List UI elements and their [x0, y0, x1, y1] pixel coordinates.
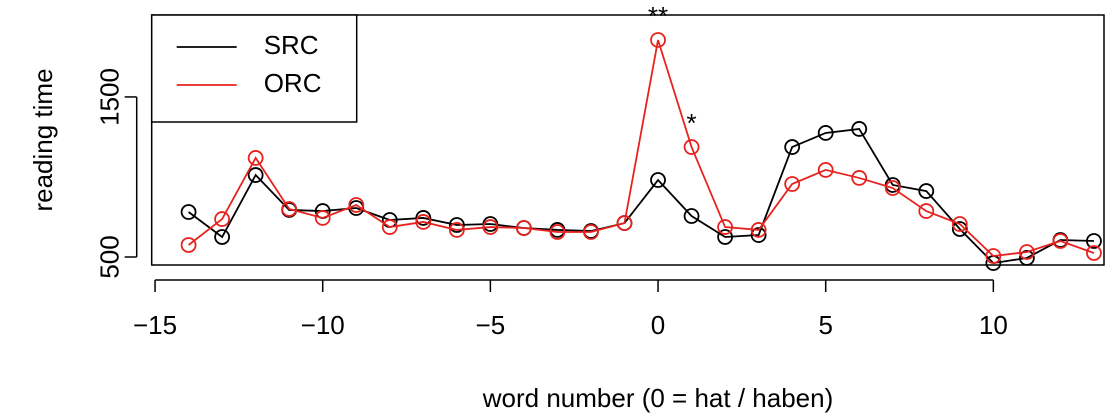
x-tick-label: 0 — [651, 310, 665, 340]
data-point — [1052, 233, 1069, 249]
legend-box — [150, 14, 358, 123]
data-point — [918, 183, 935, 199]
data-point — [314, 210, 331, 226]
annotation: ** — [648, 1, 668, 31]
data-point — [650, 172, 666, 188]
data-point — [750, 227, 767, 243]
data-point — [985, 248, 1002, 264]
data-point — [516, 220, 532, 236]
data-point — [448, 217, 465, 233]
y-axis-label: reading time — [28, 68, 58, 211]
data-point — [381, 219, 398, 235]
data-point — [180, 204, 197, 220]
y-tick-label: 500 — [95, 235, 125, 278]
data-point — [750, 222, 767, 238]
data-point — [549, 224, 566, 240]
data-point — [851, 170, 868, 186]
data-point — [1018, 244, 1035, 260]
data-point — [247, 150, 264, 166]
legend-label: SRC — [264, 30, 319, 60]
series-line — [188, 127, 1094, 265]
data-point — [683, 208, 700, 224]
x-axis-label: word number (0 = hat / haben) — [482, 383, 833, 413]
data-point — [717, 229, 733, 245]
x-tick-label: −15 — [133, 310, 177, 340]
data-point — [650, 32, 666, 48]
data-point — [951, 221, 968, 237]
data-point — [884, 180, 901, 196]
data-point — [784, 176, 801, 192]
series-line — [188, 39, 1095, 257]
data-point — [415, 214, 432, 230]
data-point — [784, 139, 801, 155]
data-point — [851, 121, 868, 137]
data-point — [817, 125, 834, 141]
data-point — [1086, 245, 1102, 261]
legend-label: ORC — [264, 68, 322, 98]
x-tick-label: 5 — [818, 310, 832, 340]
data-point — [583, 224, 599, 240]
data-point — [951, 216, 968, 232]
data-point — [448, 222, 465, 238]
x-tick-label: 10 — [979, 310, 1008, 340]
data-point — [817, 162, 834, 178]
data-point — [214, 229, 231, 245]
annotation: * — [686, 108, 696, 138]
data-point — [348, 197, 365, 213]
x-tick-label: −10 — [301, 310, 345, 340]
data-point — [1018, 250, 1035, 266]
data-point — [281, 201, 298, 217]
data-point — [482, 219, 499, 235]
plot-frame — [150, 14, 1105, 266]
data-point — [1086, 233, 1102, 249]
data-point — [180, 237, 197, 253]
y-tick-label: 1500 — [95, 68, 125, 126]
data-point — [717, 219, 733, 235]
data-point — [616, 215, 633, 231]
x-tick-label: −5 — [476, 310, 506, 340]
data-point — [214, 211, 231, 227]
data-point — [683, 139, 700, 155]
data-point — [415, 210, 432, 226]
data-point — [247, 167, 264, 183]
data-point — [918, 203, 935, 219]
